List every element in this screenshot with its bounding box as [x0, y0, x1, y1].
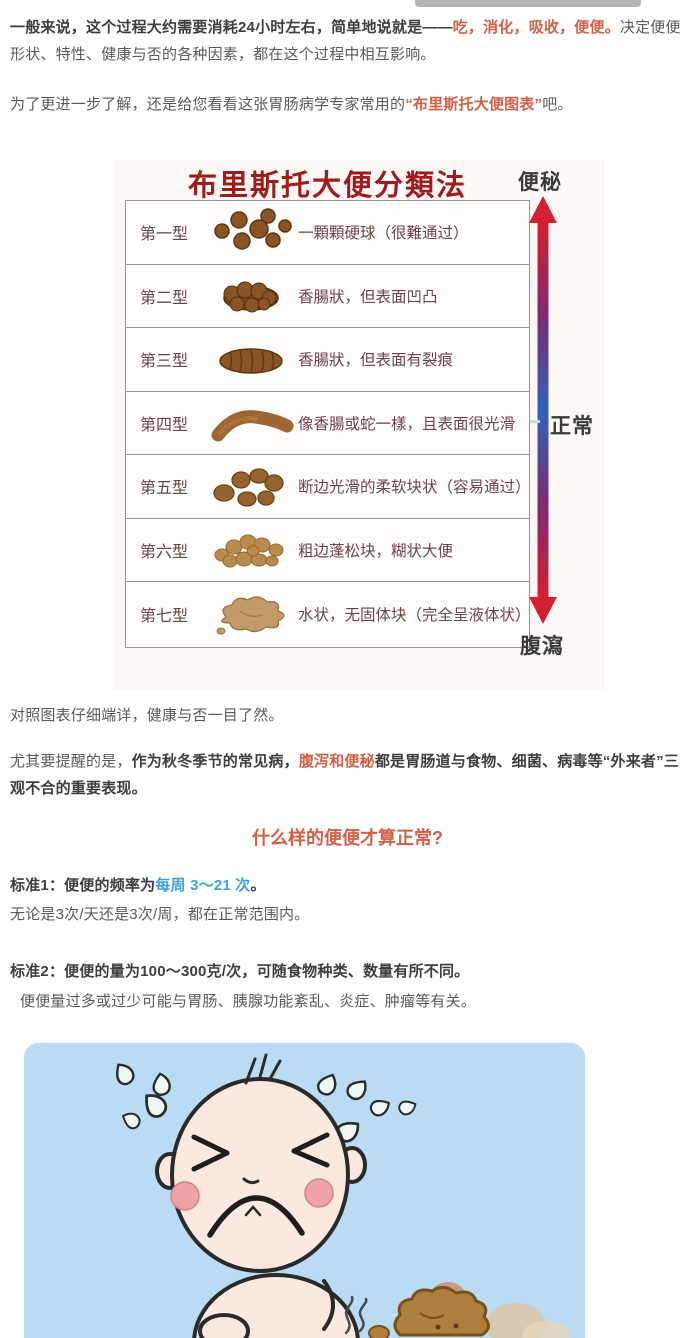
- intro-accent-text: 吃，消化，吸收，便便。: [452, 19, 620, 36]
- row-description: 像香腸或蛇一樣，且表面很光滑: [298, 415, 516, 433]
- chart-intro-paragraph: 为了更进一步了解，还是给您看看这张胃肠病学专家常用的“布里斯托大便图表”吧。: [10, 91, 685, 118]
- scale-bottom-label: 腹瀉: [520, 635, 564, 658]
- reminder-accent-text: 腹泻和便秘: [298, 753, 375, 770]
- intro-rest-text: 决定便便形状、特性、健康与否的各种因素，都在这个过程中相互影响。: [10, 19, 681, 63]
- standard2-label: 标准2：便便的量为100～300克/次，可随食物种类、数量有所不同。: [10, 963, 470, 980]
- stool-type4-smooth-snake-graphic: [204, 398, 298, 448]
- chart-name-accent: “布里斯托大便图表”: [405, 96, 543, 113]
- reminder-pre-text: 尤其要提醒的是，: [10, 753, 132, 770]
- row-description: 断边光滑的柔软块状（容易通过）: [298, 479, 531, 497]
- standard1-period: 。: [250, 877, 266, 894]
- stool-type6-fluffy-pieces-graphic: [204, 525, 298, 575]
- stool-type7-liquid-splat-graphic: [204, 589, 298, 639]
- compare-chart-paragraph: 对照图表仔细端详，健康与否一目了然。: [10, 707, 284, 724]
- stool-type1-pellets-graphic: [204, 207, 298, 257]
- row-type-label: 第六型: [140, 543, 189, 561]
- table-row: 第四型 像香腸或蛇一樣，且表面很光滑: [126, 392, 529, 455]
- row-description: 粗边蓬松块，糊状大便: [298, 542, 454, 560]
- crying-baby-drawing: [109, 1053, 570, 1338]
- constipation-diarrhea-gradient-arrow: [529, 196, 557, 624]
- scale-middle-label: 正常: [550, 415, 594, 438]
- row-type-label: 第七型: [140, 607, 189, 625]
- table-row: 第一型 一顆顆硬球（很難通过）: [126, 201, 529, 265]
- bristol-table: 第一型 一顆顆硬球（很難通过） 第二型: [125, 200, 531, 648]
- bristol-chart-image: 布里斯托大便分類法 第一型 一顆顆硬球（很難通过） 第二型: [113, 160, 605, 690]
- crying-baby-illustration: [24, 1043, 585, 1338]
- reminder-bold-text: 作为秋冬季节的常见病，: [131, 753, 299, 770]
- row-type-label: 第四型: [140, 416, 189, 434]
- scale-top-label: 便秘: [518, 171, 562, 194]
- intro-paragraph: 一般来说，这个过程大约需要消耗24小时左右，简单地说就是——吃，消化，吸收，便便…: [10, 14, 685, 68]
- row-type-label: 第二型: [140, 289, 189, 307]
- chart-intro-post-text: 吧。: [542, 96, 573, 113]
- row-description: 香腸狀，但表面凹凸: [298, 288, 438, 306]
- table-row: 第三型 香腸狀，但表面有裂痕: [126, 328, 529, 392]
- row-description: 一顆顆硬球（很難通过）: [298, 225, 469, 243]
- reminder-bold-tail-text: 都是胃肠道与食物、细菌、病毒等“外来者”三观不合的重要表现。: [10, 753, 680, 797]
- row-description: 水状，无固体块（完全呈液体状）: [298, 606, 531, 624]
- table-row: 第六型 粗边蓬松块，糊状大便: [126, 519, 529, 582]
- standard1-note: 无论是3次/天还是3次/周，都在正常范围内。: [10, 906, 310, 923]
- row-type-label: 第三型: [140, 353, 189, 371]
- reminder-paragraph: 尤其要提醒的是，作为秋冬季节的常见病，腹泻和便秘都是胃肠道与食物、细菌、病毒等“…: [10, 748, 685, 802]
- table-row: 第五型 断边光滑的柔软块状（容易通过）: [126, 455, 531, 519]
- standard1-frequency-value: 每周 3～21 次: [155, 877, 251, 894]
- stool-type2-lumpy-graphic: [204, 271, 298, 321]
- table-row: 第七型 水状，无固体块（完全呈液体状）: [126, 582, 531, 646]
- previous-image-remnant: [415, 0, 641, 7]
- row-type-label: 第五型: [140, 480, 189, 498]
- chart-intro-pre-text: 为了更进一步了解，还是给您看看这张胃肠病学专家常用的: [10, 96, 406, 113]
- standard1-label: 标准1：便便的频率为: [10, 877, 156, 894]
- stool-type3-cracked-sausage-graphic: [204, 334, 298, 384]
- bristol-chart-title: 布里斯托大便分類法: [187, 170, 467, 202]
- standard2-note: 便便量过多或过少可能与胃肠、胰腺功能紊乱、炎症、肿瘤等有关。: [20, 993, 477, 1010]
- intro-bold-text: 一般来说，这个过程大约需要消耗24小时左右，简单地说就是——: [10, 19, 453, 36]
- section-heading: 什么样的便便才算正常?: [252, 828, 443, 848]
- stool-type5-soft-blobs-graphic: [204, 461, 298, 511]
- row-description: 香腸狀，但表面有裂痕: [298, 352, 454, 370]
- normal-range-tick: [530, 420, 540, 423]
- standard1-line: 标准1：便便的频率为每周 3～21 次。: [10, 872, 685, 899]
- row-type-label: 第一型: [140, 226, 189, 244]
- table-row: 第二型 香腸狀，但表面凹凸: [126, 265, 529, 328]
